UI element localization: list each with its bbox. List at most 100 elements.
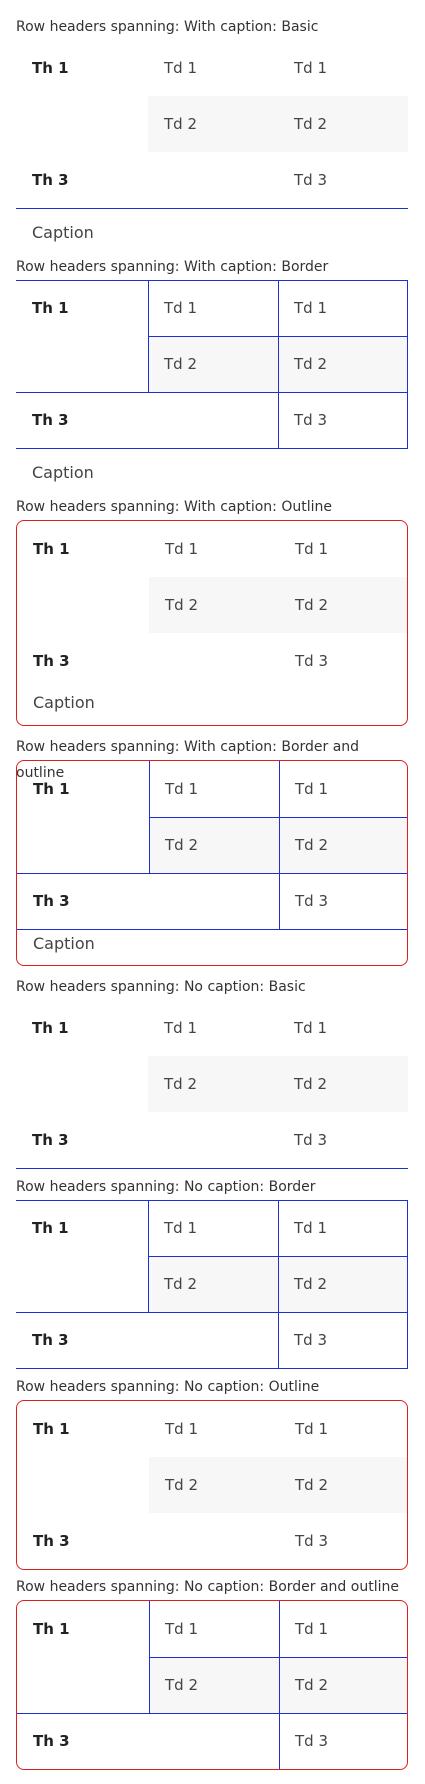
table-rule	[16, 1368, 408, 1369]
table-cell: Td 3	[294, 171, 327, 189]
table-caption: Caption	[33, 693, 95, 712]
table-cell: Td 3	[295, 892, 328, 910]
table-rule	[149, 761, 150, 873]
table-caption: Caption	[33, 934, 95, 953]
table-cell: Td 2	[148, 1256, 278, 1312]
table-cell: Td 1	[165, 1420, 198, 1438]
table-rule	[149, 1657, 407, 1658]
row-header-1: Th 1	[33, 780, 70, 798]
table-rule	[16, 1168, 408, 1169]
table-cell: Td 1	[165, 780, 198, 798]
table-rule	[16, 208, 408, 209]
table-rule	[149, 1601, 150, 1713]
row-header-3: Th 3	[33, 1532, 70, 1550]
table-cell: Td 2	[148, 336, 278, 392]
table-rule	[16, 280, 408, 281]
table-cell: Td 3	[294, 1131, 327, 1149]
table-rule	[16, 1200, 408, 1201]
section-title: Row headers spanning: With caption: Bord…	[16, 259, 329, 275]
row-header-3: Th 3	[33, 1732, 70, 1750]
row-header-3: Th 3	[32, 1131, 69, 1149]
table: Th 1 Td 1 Td 1 Td 2 Td 2 Th 3 Td 3	[16, 1600, 408, 1770]
table-caption: Caption	[32, 463, 94, 482]
row-header-1: Th 1	[32, 59, 69, 77]
section-title: Row headers spanning: With caption: Bord…	[16, 739, 360, 781]
table-section: Row headers spanning: No caption: Border…	[16, 1174, 408, 1369]
row-header-3: Th 3	[32, 411, 69, 429]
table-rule	[17, 1713, 407, 1714]
table-cell: Td 1	[164, 299, 197, 317]
table-section: Row headers spanning: With caption: Bord…	[16, 254, 408, 514]
row-header-3: Th 3	[32, 171, 69, 189]
table-cell: Td 2	[149, 1457, 279, 1513]
table-rule	[17, 929, 407, 930]
table-cell: Td 2	[278, 96, 408, 152]
table-rule	[148, 280, 149, 392]
table-cell: Td 1	[165, 1620, 198, 1638]
row-header-1: Th 1	[32, 299, 69, 317]
section-title: Row headers spanning: No caption: Outlin…	[16, 1379, 320, 1395]
table-section: Row headers spanning: With caption: Bord…	[16, 734, 408, 966]
table: Th 1 Td 1 Td 1 Td 2 Td 2 Th 3 Td 3 Capti…	[16, 280, 408, 514]
table-rule	[17, 873, 407, 874]
table-cell: Td 2	[148, 1056, 278, 1112]
table-cell: Td 1	[295, 1420, 328, 1438]
table-cell: Td 1	[165, 540, 198, 558]
table-section: Row headers spanning: With caption: Outl…	[16, 494, 408, 726]
row-header-1: Th 1	[33, 1420, 70, 1438]
row-header-3: Th 3	[33, 652, 70, 670]
table-cell: Td 3	[295, 652, 328, 670]
table-cell: Td 3	[294, 411, 327, 429]
table-cell: Td 2	[149, 577, 279, 633]
table-rule	[407, 280, 408, 448]
table: Th 1 Td 1 Td 1 Td 2 Td 2 Th 3 Td 3	[16, 1000, 408, 1169]
table: Th 1 Td 1 Td 1 Td 2 Td 2 Th 3 Td 3	[16, 1400, 408, 1570]
table-section: Row headers spanning: No caption: Border…	[16, 1574, 408, 1770]
table-cell: Td 3	[294, 1331, 327, 1349]
table-cell: Td 1	[164, 1219, 197, 1237]
table-rule	[278, 280, 279, 448]
row-header-1: Th 1	[32, 1019, 69, 1037]
table-cell: Td 2	[278, 336, 408, 392]
table-cell: Td 2	[278, 1256, 408, 1312]
table: Th 1 Td 1 Td 1 Td 2 Td 2 Th 3 Td 3 Capti…	[16, 520, 408, 726]
table-rule	[278, 1200, 279, 1368]
table-cell: Td 2	[148, 96, 278, 152]
row-header-3: Th 3	[32, 1331, 69, 1349]
table-rule	[407, 1200, 408, 1368]
section-title: Row headers spanning: With caption: Outl…	[16, 499, 332, 515]
table: Th 1 Td 1 Td 1 Td 2 Td 2 Th 3 Td 3 Capti…	[16, 40, 408, 274]
section-title: Row headers spanning: No caption: Border	[16, 1179, 316, 1195]
table-rule	[279, 1601, 280, 1769]
table: Th 1 Td 1 Td 1 Td 2 Td 2 Th 3 Td 3 Capti…	[16, 760, 408, 966]
table-cell: Td 1	[295, 780, 328, 798]
table-cell: Td 2	[149, 1657, 279, 1713]
table-cell: Td 1	[295, 1620, 328, 1638]
table-cell: Td 1	[294, 1219, 327, 1237]
table-cell: Td 1	[164, 1019, 197, 1037]
table-cell: Td 1	[294, 59, 327, 77]
row-header-1: Th 1	[32, 1219, 69, 1237]
table-cell: Td 2	[149, 817, 279, 873]
row-header-1: Th 1	[33, 540, 70, 558]
table-rule	[16, 1312, 408, 1313]
table-rule	[149, 817, 407, 818]
section-title: Row headers spanning: No caption: Border…	[16, 1579, 399, 1595]
table-cell: Td 1	[294, 1019, 327, 1037]
table-rule	[148, 1200, 149, 1312]
table-cell: Td 3	[295, 1532, 328, 1550]
table-section: Row headers spanning: No caption: Basic …	[16, 974, 408, 1169]
table-cell: Td 2	[279, 577, 407, 633]
row-header-1: Th 1	[33, 1620, 70, 1638]
table-caption: Caption	[32, 223, 94, 242]
table-rule	[16, 392, 408, 393]
table-cell: Td 3	[295, 1732, 328, 1750]
table: Th 1 Td 1 Td 1 Td 2 Td 2 Th 3 Td 3	[16, 1200, 408, 1369]
table-cell: Td 2	[279, 1457, 407, 1513]
table-cell: Td 2	[278, 1056, 408, 1112]
section-title: Row headers spanning: With caption: Basi…	[16, 19, 319, 35]
section-title: Row headers spanning: No caption: Basic	[16, 979, 306, 995]
table-section: Row headers spanning: No caption: Outlin…	[16, 1374, 408, 1570]
table-cell: Td 1	[294, 299, 327, 317]
table-section: Row headers spanning: With caption: Basi…	[16, 14, 408, 274]
